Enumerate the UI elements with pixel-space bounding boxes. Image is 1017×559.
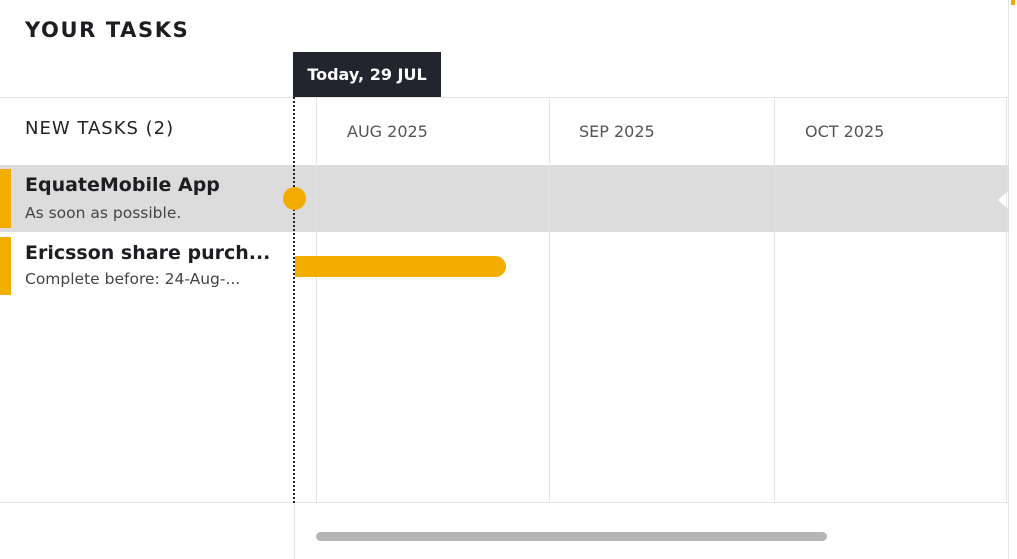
today-marker-line (293, 97, 295, 503)
selected-row-pointer (998, 191, 1008, 209)
corner-accent (1011, 0, 1015, 5)
month-gridline (774, 97, 775, 503)
task-deadline: Complete before: 24-Aug-... (25, 270, 241, 288)
task-priority-marker (0, 169, 11, 228)
footer-column-divider (294, 503, 295, 559)
month-gridline (316, 97, 317, 503)
task-deadline: As soon as possible. (25, 204, 182, 222)
month-label-sep: SEP 2025 (579, 122, 655, 141)
month-gridline (1006, 97, 1007, 503)
task-name[interactable]: EquateMobile App (25, 174, 220, 196)
horizontal-scrollbar[interactable] (316, 532, 827, 541)
month-label-aug: AUG 2025 (347, 122, 428, 141)
selected-row-highlight[interactable] (0, 165, 1009, 232)
footer-divider (0, 502, 1009, 503)
new-tasks-heading: NEW TASKS (2) (25, 118, 175, 139)
month-gridline (549, 97, 550, 503)
page-title: YOUR TASKS (25, 18, 190, 42)
month-label-oct: OCT 2025 (805, 122, 885, 141)
task-name[interactable]: Ericsson share purch... (25, 242, 271, 264)
task-milestone-dot[interactable] (283, 187, 306, 210)
task-priority-marker (0, 237, 11, 295)
task-duration-bar[interactable] (295, 256, 506, 277)
header-divider (0, 97, 1009, 98)
today-marker-label: Today, 29 JUL (293, 52, 441, 97)
panel-right-border (1008, 0, 1009, 559)
